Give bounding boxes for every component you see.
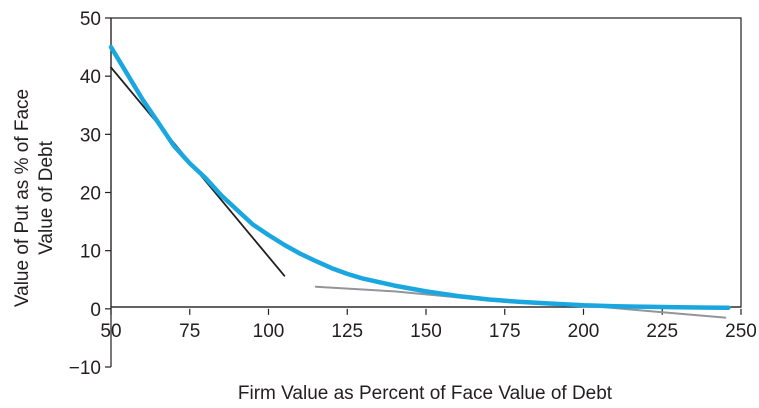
y-tick-label: 50 [80,9,101,30]
x-tick-label: 250 [725,321,757,342]
x-axis-title: Firm Value as Percent of Face Value of D… [238,383,613,404]
y-tick-label: 0 [90,300,101,321]
y-tick-label: −10 [69,358,101,379]
y-tick-label: 10 [80,242,101,263]
x-tick-label: 100 [253,321,285,342]
y-tick-label: 20 [80,184,101,205]
x-tick-label: 200 [568,321,600,342]
y-axis-title-line-1: Value of Put as % of Face [12,89,33,307]
y-tick-label: 30 [80,125,101,146]
series-line-put-value [108,44,731,310]
x-ticks: 50 75 100 125 150 175 200 225 250 [100,308,757,342]
plot-frame [110,17,742,308]
x-tick-label: 175 [489,321,521,342]
y-axis-title: Value of Put as % of Face Value of Debt [12,89,57,307]
x-tick-label: 75 [179,321,200,342]
x-tick-label: 50 [100,321,121,342]
series-lines [108,44,731,319]
x-tick-label: 150 [410,321,442,342]
y-tick-label: 40 [80,67,101,88]
y-axis-title-line-2: Value of Debt [36,140,57,254]
x-tick-label: 125 [331,321,363,342]
x-tick-label: 225 [646,321,678,342]
y-ticks: −10 0 10 20 30 40 50 [69,9,111,379]
